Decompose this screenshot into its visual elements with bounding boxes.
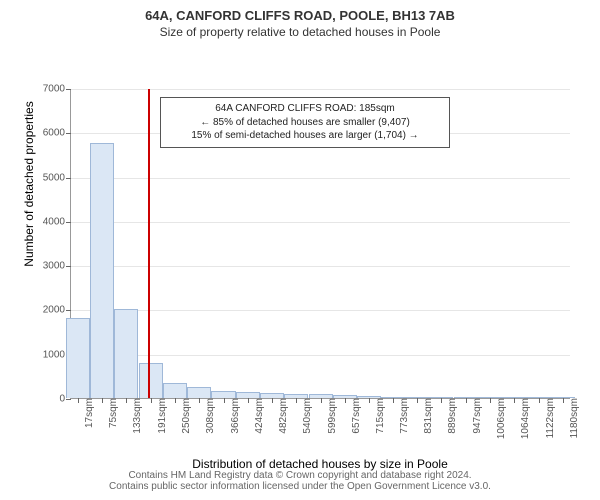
x-tick-label: 889sqm xyxy=(445,398,458,434)
x-tick-label: 1122sqm xyxy=(543,398,556,438)
x-tick-label: 599sqm xyxy=(325,398,338,434)
x-tick-mark xyxy=(539,398,540,403)
x-tick-label: 250sqm xyxy=(179,398,192,434)
x-tick-label: 715sqm xyxy=(373,398,386,434)
y-tick-label: 5000 xyxy=(43,172,71,183)
x-tick-label: 773sqm xyxy=(397,398,410,434)
x-tick-mark xyxy=(224,398,225,403)
x-axis-label: Distribution of detached houses by size … xyxy=(70,457,570,471)
annotation-box: 64A CANFORD CLIFFS ROAD: 185sqm← 85% of … xyxy=(160,97,450,148)
x-tick-label: 947sqm xyxy=(470,398,483,434)
y-tick-label: 4000 xyxy=(43,216,71,227)
chart-title: 64A, CANFORD CLIFFS ROAD, POOLE, BH13 7A… xyxy=(0,0,600,23)
x-tick-mark xyxy=(345,398,346,403)
y-tick-label: 3000 xyxy=(43,261,71,272)
x-tick-mark xyxy=(490,398,491,403)
x-tick-mark xyxy=(466,398,467,403)
histogram-bar xyxy=(211,391,235,398)
grid-line xyxy=(71,355,570,356)
x-tick-label: 75sqm xyxy=(106,398,119,428)
x-tick-mark xyxy=(417,398,418,403)
x-tick-mark xyxy=(78,398,79,403)
x-tick-mark xyxy=(321,398,322,403)
x-tick-mark xyxy=(369,398,370,403)
x-tick-label: 482sqm xyxy=(276,398,289,434)
histogram-bar xyxy=(139,363,163,398)
footer-line-2: Contains public sector information licen… xyxy=(0,481,600,492)
histogram-bar xyxy=(90,143,114,398)
histogram-bar xyxy=(66,318,90,398)
y-tick-label: 7000 xyxy=(43,84,71,95)
histogram-bar xyxy=(163,383,187,399)
grid-line xyxy=(71,310,570,311)
x-tick-label: 308sqm xyxy=(203,398,216,434)
x-tick-mark xyxy=(151,398,152,403)
x-tick-label: 1064sqm xyxy=(518,398,531,439)
property-marker-line xyxy=(148,89,150,398)
annotation-line: 15% of semi-detached houses are larger (… xyxy=(169,129,441,143)
histogram-bar xyxy=(187,387,211,398)
footer-attribution: Contains HM Land Registry data © Crown c… xyxy=(0,470,600,492)
grid-line xyxy=(71,178,570,179)
x-tick-mark xyxy=(248,398,249,403)
grid-line xyxy=(71,266,570,267)
x-tick-label: 1180sqm xyxy=(567,398,580,438)
x-tick-mark xyxy=(563,398,564,403)
histogram-bar xyxy=(114,309,138,398)
x-tick-mark xyxy=(175,398,176,403)
y-tick-label: 6000 xyxy=(43,128,71,139)
x-tick-label: 133sqm xyxy=(130,398,143,434)
x-tick-mark xyxy=(441,398,442,403)
y-tick-label: 2000 xyxy=(43,305,71,316)
footer-line-1: Contains HM Land Registry data © Crown c… xyxy=(0,470,600,481)
x-tick-label: 366sqm xyxy=(228,398,241,434)
x-tick-label: 540sqm xyxy=(300,398,313,434)
x-tick-mark xyxy=(102,398,103,403)
x-tick-label: 424sqm xyxy=(252,398,265,434)
x-tick-mark xyxy=(199,398,200,403)
x-tick-label: 1006sqm xyxy=(494,398,507,439)
y-axis-label: Number of detached properties xyxy=(22,29,36,339)
x-tick-mark xyxy=(272,398,273,403)
x-tick-label: 657sqm xyxy=(349,398,362,434)
x-tick-mark xyxy=(296,398,297,403)
grid-line xyxy=(71,89,570,90)
annotation-line: 64A CANFORD CLIFFS ROAD: 185sqm xyxy=(169,102,441,116)
x-tick-mark xyxy=(126,398,127,403)
x-tick-mark xyxy=(393,398,394,403)
annotation-line: ← 85% of detached houses are smaller (9,… xyxy=(169,116,441,130)
chart-subtitle: Size of property relative to detached ho… xyxy=(0,23,600,39)
grid-line xyxy=(71,222,570,223)
x-tick-label: 191sqm xyxy=(155,398,168,434)
x-tick-label: 17sqm xyxy=(82,398,95,428)
x-tick-mark xyxy=(514,398,515,403)
x-tick-label: 831sqm xyxy=(421,398,434,434)
